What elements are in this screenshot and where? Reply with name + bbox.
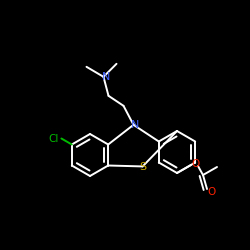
Text: S: S bbox=[139, 162, 146, 172]
Text: N: N bbox=[131, 120, 140, 130]
Text: O: O bbox=[191, 159, 199, 169]
Text: O: O bbox=[208, 187, 216, 197]
Text: Cl: Cl bbox=[48, 134, 58, 143]
Text: N: N bbox=[102, 72, 111, 82]
